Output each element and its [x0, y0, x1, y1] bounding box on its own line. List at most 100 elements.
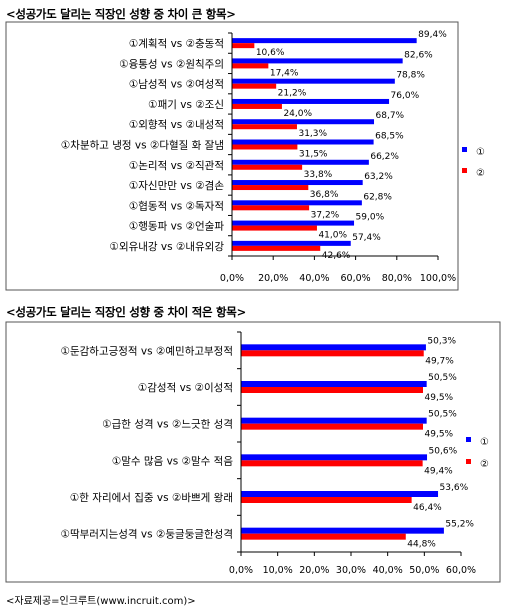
- category-label: ①융통성 vs ②원칙주의: [119, 58, 224, 70]
- legend-marker: [462, 168, 467, 173]
- category-label: ①남성적 vs ②여성적: [129, 79, 224, 91]
- x-tick-label: 80,0%: [382, 273, 412, 284]
- bar-series2: [232, 164, 303, 170]
- data-label: 66,2%: [370, 152, 399, 162]
- data-label: 68,7%: [376, 111, 405, 121]
- x-tick-label: 0,0%: [220, 273, 244, 284]
- bar-series2: [241, 423, 423, 430]
- category-label: ①논리적 vs ②직관적: [129, 160, 224, 172]
- data-label: 76,0%: [391, 91, 420, 101]
- data-label: 37,2%: [311, 210, 340, 220]
- bar-series1: [232, 180, 363, 186]
- chart-title-2: <성공가도 달리는 직장인 성향 중 차이 적은 항목>: [6, 305, 246, 319]
- legend-marker: [466, 459, 471, 464]
- data-label: 42,6%: [322, 251, 351, 261]
- data-label: 89,4%: [418, 30, 447, 40]
- data-label: 59,0%: [356, 213, 385, 223]
- bar-series2: [241, 497, 412, 503]
- data-label: 21,2%: [278, 89, 307, 99]
- bar-series2: [232, 225, 317, 231]
- x-tick-label: 20,0%: [299, 565, 329, 576]
- bar-series1: [232, 240, 351, 246]
- legend-label: ①: [476, 147, 485, 158]
- bar-series1: [241, 381, 427, 387]
- category-label: ①외향적 vs ②내성적: [129, 119, 224, 131]
- bar-series2: [232, 43, 255, 49]
- bar-series1: [232, 220, 355, 226]
- category-label: ①협동적 vs ②독자적: [129, 199, 224, 212]
- data-label: 50,3%: [427, 336, 456, 346]
- bar-series1: [232, 200, 362, 206]
- data-label: 31,3%: [298, 129, 327, 139]
- category-label: ①차분하고 냉정 vs ②다혈질 화 잘냄: [61, 139, 224, 152]
- data-label: 44,8%: [407, 540, 436, 550]
- data-label: 31,5%: [299, 150, 328, 160]
- x-tick-label: 10,0%: [263, 565, 293, 576]
- bar-series2: [241, 387, 423, 393]
- data-label: 55,2%: [445, 520, 474, 530]
- category-label: ①급한 성격 vs ②느긋한 성격: [102, 418, 233, 431]
- data-label: 33,8%: [304, 170, 333, 180]
- data-label: 49,4%: [424, 466, 453, 476]
- legend-marker: [462, 147, 467, 152]
- data-label: 17,4%: [270, 68, 299, 78]
- bar-series1: [241, 527, 444, 534]
- category-label: ①감성적 vs ②이성적: [138, 382, 233, 394]
- data-label: 46,4%: [413, 503, 442, 513]
- bar-series1: [232, 119, 375, 125]
- legend-label: ②: [476, 168, 485, 179]
- category-label: ①행동파 vs ②언술파: [129, 221, 224, 233]
- category-label: ①말수 많음 vs ②말수 적음: [112, 455, 233, 467]
- bar-series1: [241, 454, 428, 461]
- data-label: 62,8%: [363, 192, 392, 202]
- bar-series1: [241, 344, 426, 351]
- bar-series1: [232, 58, 403, 64]
- bar-series2: [241, 533, 406, 540]
- category-label: ①자신만만 vs ②겸손: [129, 180, 224, 192]
- category-label: ①패기 vs ②조신: [148, 99, 224, 111]
- x-tick-label: 50,0%: [409, 565, 439, 576]
- bar-series1: [232, 139, 374, 145]
- category-label: ①한 자리에서 집중 vs ②바쁘게 왕래: [70, 492, 233, 504]
- data-label: 10,6%: [256, 48, 285, 58]
- x-tick-label: 20,0%: [258, 273, 288, 284]
- data-label: 53,6%: [440, 483, 469, 493]
- chart-frame: [5, 21, 459, 291]
- x-tick-label: 100,0%: [420, 273, 456, 284]
- data-label: 50,5%: [428, 410, 457, 420]
- bar-series1: [232, 159, 369, 165]
- x-tick-label: 0,0%: [229, 565, 253, 576]
- bar-series2: [232, 124, 297, 130]
- bar-series1: [232, 98, 390, 104]
- data-label: 41,0%: [318, 231, 347, 241]
- x-tick-label: 40,0%: [299, 273, 329, 284]
- x-tick-label: 40,0%: [373, 565, 403, 576]
- category-label: ①둔감하고긍정적 vs ②예민하고부정적: [61, 344, 233, 357]
- bar-series1: [232, 38, 417, 44]
- data-label: 68,5%: [375, 132, 404, 142]
- category-label: ①외유내강 vs ②내유외강: [110, 241, 225, 253]
- x-tick-label: 60,0%: [446, 565, 476, 576]
- x-tick-label: 30,0%: [336, 565, 366, 576]
- x-tick-label: 60,0%: [341, 273, 371, 284]
- bar-series2: [232, 185, 309, 191]
- legend-marker: [466, 437, 471, 442]
- data-label: 49,7%: [425, 356, 454, 366]
- data-label: 57,4%: [352, 233, 381, 243]
- chart-title-1: <성공가도 달리는 직장인 성향 중 차이 큰 항목>: [6, 7, 236, 21]
- category-label: ①딱부러지는성격 vs ②둥글둥글한성격: [61, 528, 233, 541]
- bar-series1: [241, 417, 427, 424]
- bar-series2: [241, 460, 423, 467]
- data-label: 78,8%: [396, 71, 425, 81]
- bar-series2: [232, 103, 282, 109]
- data-label: 36,8%: [310, 190, 339, 200]
- bar-series2: [232, 63, 269, 69]
- data-label: 82,6%: [404, 50, 433, 60]
- bar-series2: [232, 83, 277, 89]
- chart-frame: [5, 321, 501, 583]
- data-label: 24,0%: [283, 109, 312, 119]
- category-label: ①계획적 vs ②충동적: [129, 38, 224, 50]
- bar-series1: [232, 78, 395, 84]
- legend-label: ②: [480, 459, 489, 470]
